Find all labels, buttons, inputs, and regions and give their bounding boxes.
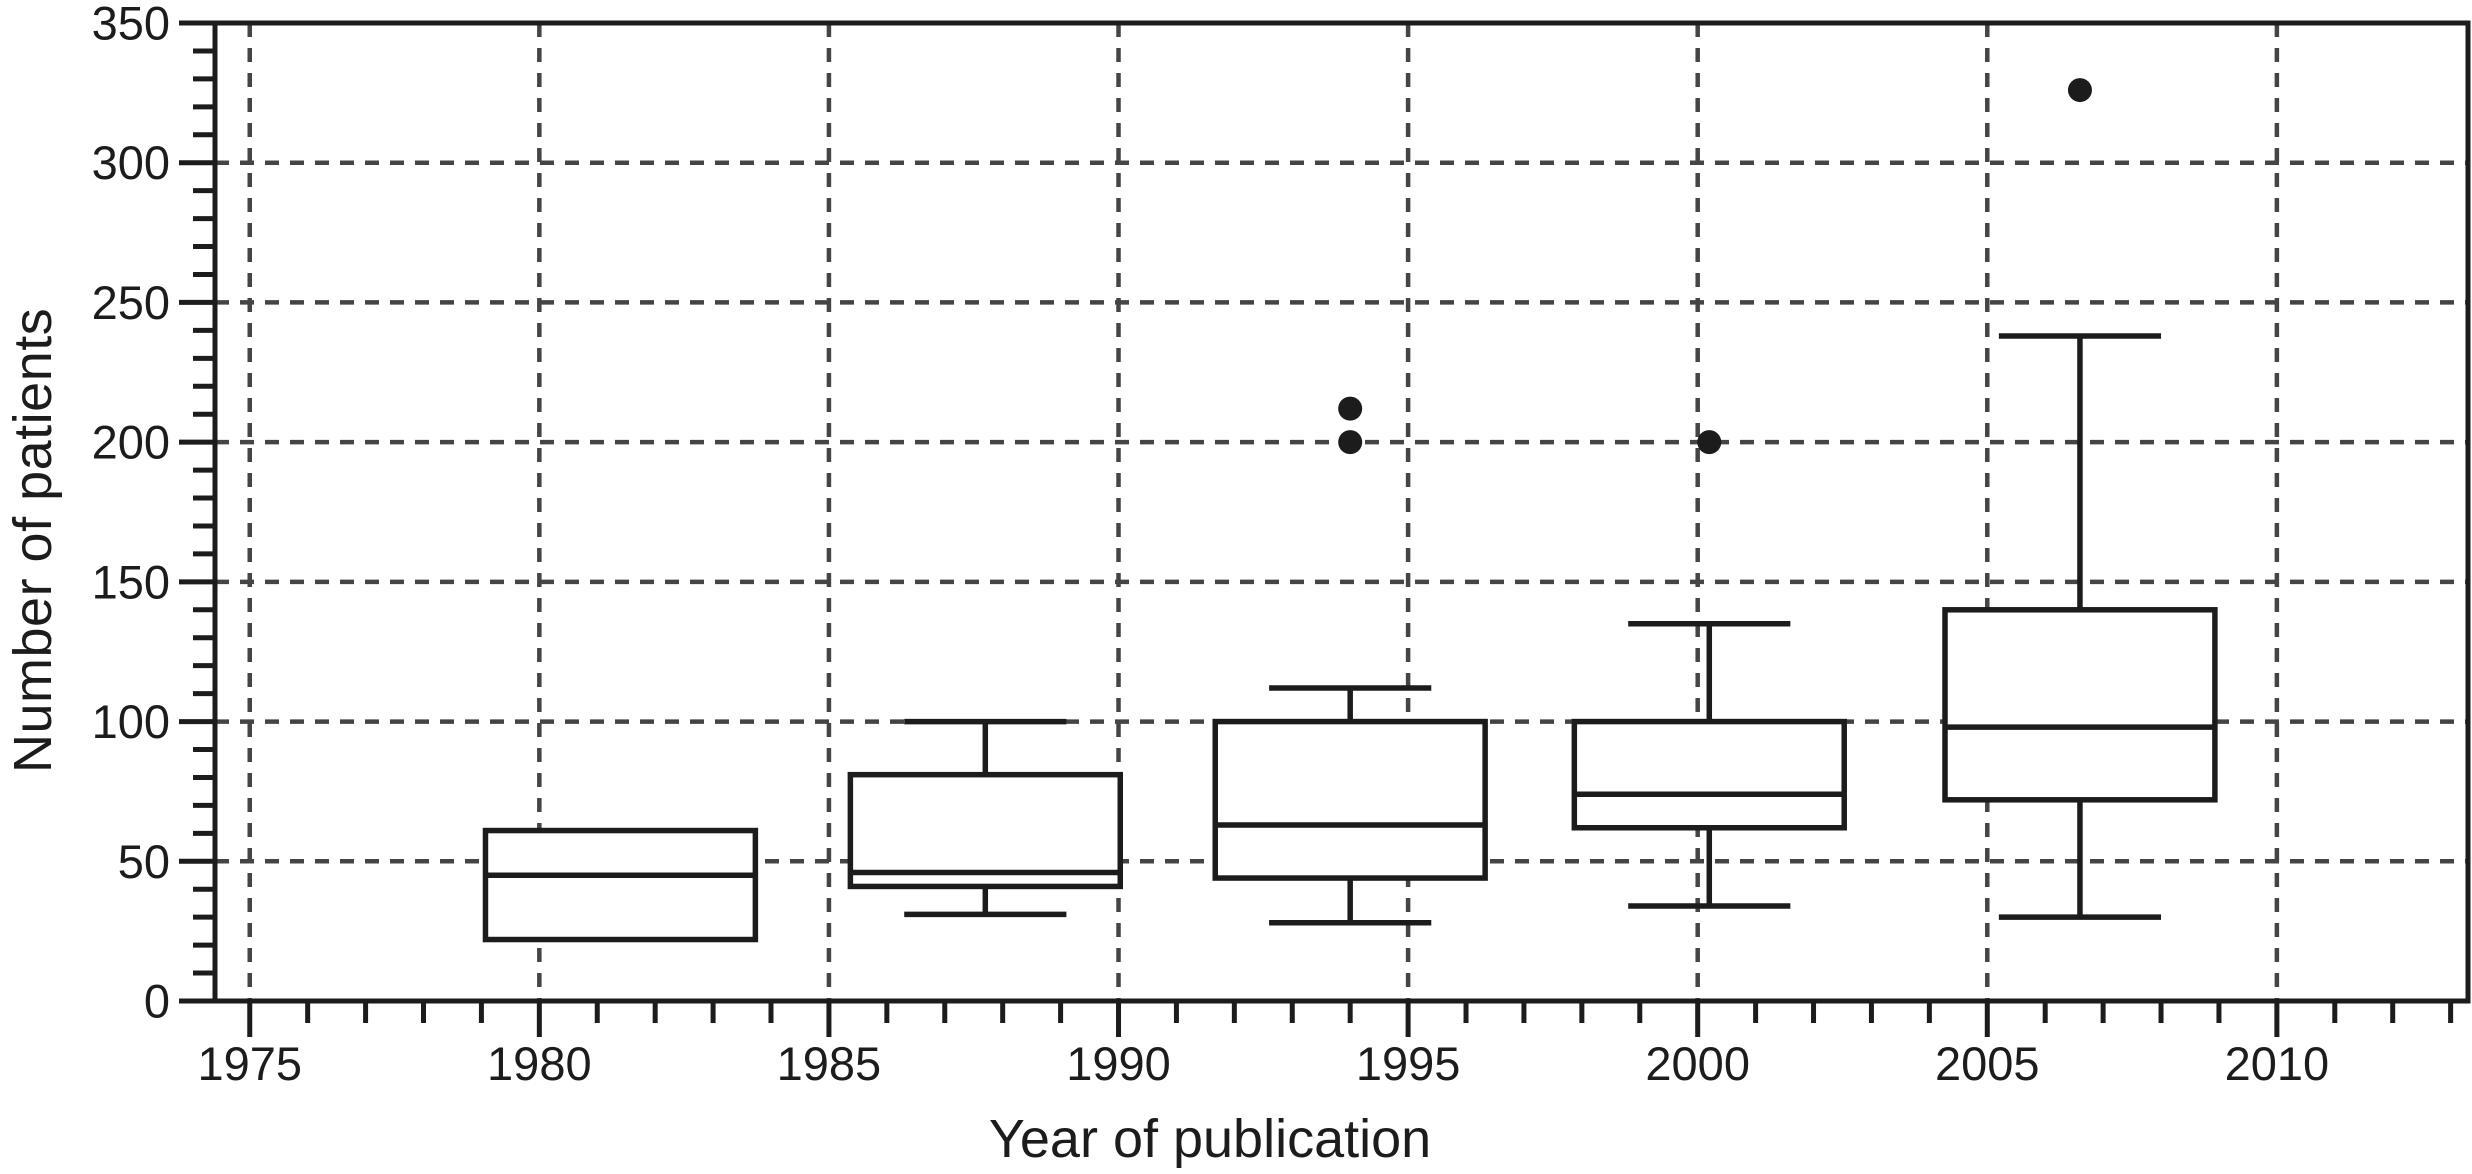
x-tick-label-2005: 2005 bbox=[1935, 1037, 2040, 1090]
iqr-box-4 bbox=[1571, 718, 1847, 831]
x-tick-label-1980: 1980 bbox=[487, 1037, 592, 1090]
y-tick-label-200: 200 bbox=[92, 416, 170, 469]
y-tick-label-0: 0 bbox=[144, 975, 170, 1028]
y-axis-title: Number of patients bbox=[3, 307, 63, 773]
iqr-box-5 bbox=[1942, 607, 2218, 803]
x-axis-title: Year of publication bbox=[988, 1109, 1432, 1169]
x-tick-label-1985: 1985 bbox=[777, 1037, 882, 1090]
outlier-point-5-1 bbox=[2067, 78, 2092, 103]
iqr-box-2 bbox=[847, 771, 1124, 890]
outlier-point-3-2 bbox=[1338, 396, 1363, 421]
y-tick-label-350: 350 bbox=[92, 0, 170, 50]
x-tick-label-1995: 1995 bbox=[1356, 1037, 1461, 1090]
y-tick-label-250: 250 bbox=[92, 276, 170, 329]
x-tick-label-1990: 1990 bbox=[1066, 1037, 1171, 1090]
x-tick-label-2000: 2000 bbox=[1645, 1037, 1750, 1090]
iqr-box-1 bbox=[482, 827, 759, 943]
y-tick-label-150: 150 bbox=[92, 555, 170, 608]
x-tick-label-2010: 2010 bbox=[2225, 1037, 2330, 1090]
y-tick-label-300: 300 bbox=[92, 136, 170, 189]
x-tick-label-1975: 1975 bbox=[197, 1037, 302, 1090]
iqr-box-3 bbox=[1212, 718, 1488, 881]
outlier-point-4-1 bbox=[1697, 430, 1722, 455]
plot-frame bbox=[212, 20, 2471, 1004]
y-tick-label-100: 100 bbox=[92, 695, 170, 748]
outlier-point-3-1 bbox=[1338, 430, 1363, 455]
y-tick-label-50: 50 bbox=[118, 835, 170, 888]
